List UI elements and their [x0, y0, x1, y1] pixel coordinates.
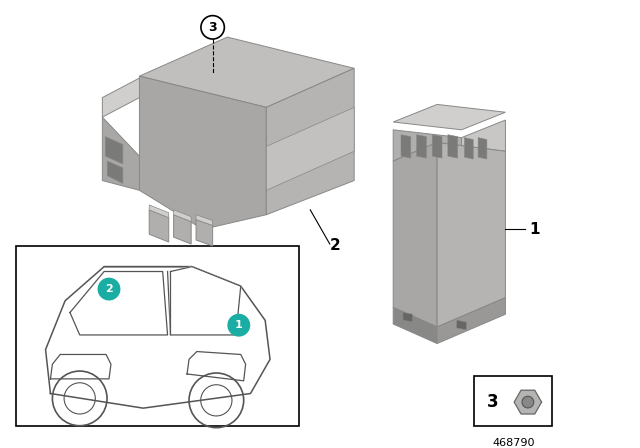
Polygon shape	[140, 76, 266, 229]
Polygon shape	[266, 108, 354, 190]
Polygon shape	[393, 104, 506, 130]
Circle shape	[201, 16, 225, 39]
Polygon shape	[173, 215, 191, 244]
Polygon shape	[514, 390, 541, 414]
Polygon shape	[51, 354, 111, 379]
Circle shape	[228, 314, 250, 336]
Polygon shape	[393, 142, 437, 327]
Text: 2: 2	[329, 238, 340, 254]
Polygon shape	[437, 297, 506, 344]
Polygon shape	[393, 307, 437, 344]
Polygon shape	[401, 135, 411, 158]
Polygon shape	[45, 267, 270, 408]
Polygon shape	[102, 117, 140, 190]
Polygon shape	[465, 138, 473, 159]
Text: 2: 2	[105, 284, 113, 294]
Polygon shape	[102, 78, 140, 117]
Polygon shape	[417, 135, 426, 158]
Circle shape	[99, 278, 120, 300]
Polygon shape	[393, 142, 506, 170]
Polygon shape	[70, 271, 168, 335]
Polygon shape	[108, 161, 123, 184]
Polygon shape	[196, 215, 212, 225]
Polygon shape	[478, 138, 487, 159]
Polygon shape	[461, 120, 506, 170]
Polygon shape	[432, 135, 442, 158]
Polygon shape	[149, 205, 169, 218]
Text: 1: 1	[529, 222, 540, 237]
Text: 3: 3	[209, 21, 217, 34]
Text: 3: 3	[487, 393, 499, 411]
Polygon shape	[448, 135, 458, 158]
Polygon shape	[437, 142, 506, 327]
Circle shape	[522, 396, 534, 408]
Polygon shape	[106, 137, 123, 164]
Polygon shape	[149, 210, 169, 242]
Polygon shape	[170, 267, 241, 335]
Polygon shape	[393, 130, 461, 170]
FancyBboxPatch shape	[474, 376, 552, 426]
Polygon shape	[403, 312, 413, 322]
Polygon shape	[196, 220, 212, 246]
Polygon shape	[187, 352, 246, 381]
Text: 468790: 468790	[492, 438, 534, 448]
Polygon shape	[266, 68, 354, 215]
Polygon shape	[140, 37, 354, 108]
FancyBboxPatch shape	[15, 246, 298, 426]
Polygon shape	[456, 320, 467, 330]
Polygon shape	[173, 210, 191, 222]
Text: 1: 1	[235, 320, 243, 330]
